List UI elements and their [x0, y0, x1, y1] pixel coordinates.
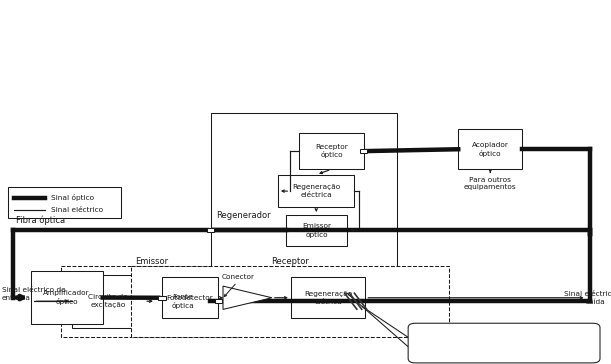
Text: Regeneração
eléctrica: Regeneração eléctrica: [292, 184, 340, 198]
FancyBboxPatch shape: [458, 129, 522, 169]
Text: Emissor
óptico: Emissor óptico: [302, 223, 331, 238]
Text: Para outros
equipamentos: Para outros equipamentos: [464, 177, 517, 190]
FancyBboxPatch shape: [162, 277, 218, 318]
Text: Fibra óptica: Fibra óptica: [16, 215, 65, 225]
Text: Acoplador
óptico: Acoplador óptico: [472, 142, 509, 157]
FancyBboxPatch shape: [207, 228, 214, 232]
Text: Conector: Conector: [222, 274, 255, 280]
FancyBboxPatch shape: [360, 149, 367, 153]
Text: Receptor: Receptor: [271, 257, 309, 266]
FancyBboxPatch shape: [158, 296, 166, 300]
Polygon shape: [223, 286, 272, 309]
Text: atenuação, ruído,
interferência, distorção: atenuação, ruído, interferência, distorç…: [461, 335, 547, 351]
Text: Amplificador
óptico: Amplificador óptico: [43, 290, 90, 305]
Text: Regeneração
elétrica: Regeneração elétrica: [304, 291, 352, 305]
Text: Sinal eléctrico de
entrada: Sinal eléctrico de entrada: [2, 287, 65, 301]
Text: Circuito de
excitação: Circuito de excitação: [89, 294, 128, 308]
FancyBboxPatch shape: [61, 266, 241, 337]
FancyBboxPatch shape: [291, 277, 365, 318]
Text: Sinal eléctrico: Sinal eléctrico: [51, 207, 103, 213]
Text: Regenerador: Regenerador: [216, 211, 270, 220]
FancyBboxPatch shape: [8, 187, 121, 218]
Text: Receptor
óptico: Receptor óptico: [315, 144, 348, 158]
Text: Fonte
óptica: Fonte óptica: [171, 294, 194, 309]
FancyBboxPatch shape: [286, 215, 347, 246]
FancyBboxPatch shape: [299, 133, 364, 169]
FancyBboxPatch shape: [156, 275, 210, 328]
Text: Sinal eléctrico de
saída: Sinal eléctrico de saída: [564, 291, 611, 305]
FancyBboxPatch shape: [211, 113, 397, 271]
Text: Emissor: Emissor: [134, 257, 168, 266]
Text: Sinal óptico: Sinal óptico: [51, 194, 94, 201]
FancyBboxPatch shape: [31, 271, 103, 324]
FancyBboxPatch shape: [278, 175, 354, 207]
Text: Fotodetector: Fotodetector: [167, 295, 213, 301]
FancyBboxPatch shape: [215, 299, 222, 304]
FancyBboxPatch shape: [72, 275, 144, 328]
FancyBboxPatch shape: [408, 323, 600, 363]
FancyBboxPatch shape: [131, 266, 449, 337]
